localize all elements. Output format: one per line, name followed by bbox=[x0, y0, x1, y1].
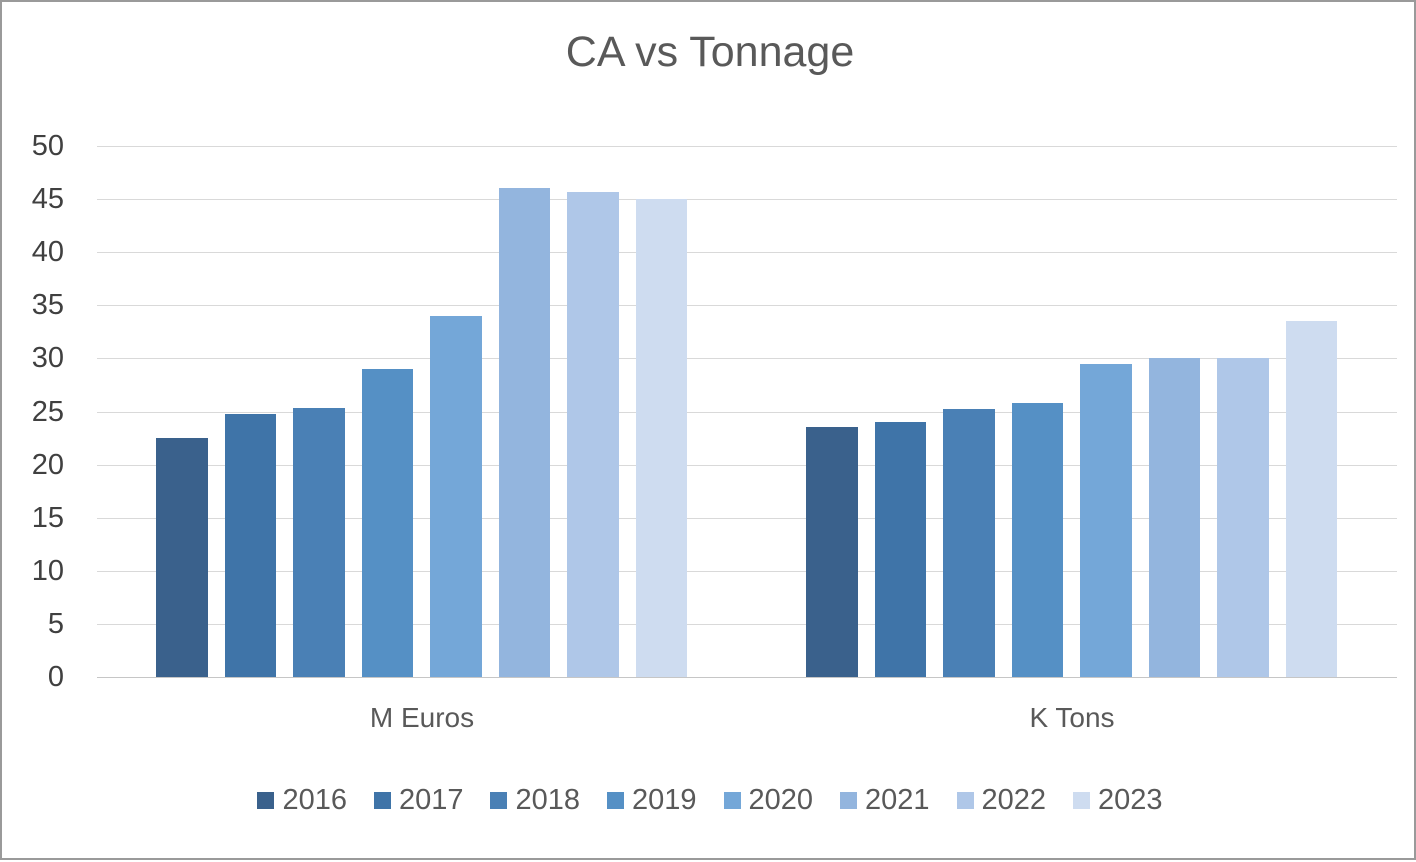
gridline-45 bbox=[97, 199, 1397, 201]
gridline-25 bbox=[97, 411, 1397, 413]
legend-item-2023: 2023 bbox=[1073, 784, 1163, 817]
legend-item-2018: 2018 bbox=[490, 784, 580, 817]
gridline-40 bbox=[97, 252, 1397, 254]
y-axis-tick-label-15: 15 bbox=[31, 501, 64, 534]
y-axis-tick-label-50: 50 bbox=[31, 130, 64, 162]
bar-2023-k-tons bbox=[1285, 321, 1337, 677]
bar-2023-m-euros bbox=[635, 199, 687, 677]
legend-label: 2016 bbox=[282, 784, 347, 816]
legend-label: 2022 bbox=[981, 784, 1047, 816]
bar-2017-k-tons bbox=[874, 422, 926, 677]
y-axis-tick-label-5: 5 bbox=[47, 607, 64, 640]
legend-label: 2021 bbox=[865, 784, 930, 816]
gridline-5 bbox=[97, 623, 1397, 625]
legend-swatch-icon bbox=[840, 792, 858, 809]
category-label-k-tons: K Tons bbox=[1029, 702, 1115, 733]
y-axis-tick-label-45: 45 bbox=[31, 183, 64, 216]
y-axis-tick-label-10: 10 bbox=[31, 554, 64, 587]
y-axis-tick-label-0: 0 bbox=[47, 661, 64, 693]
bar-2021-m-euros bbox=[498, 188, 550, 677]
legend-label: 2020 bbox=[748, 784, 814, 816]
y-axis-tick-label-20: 20 bbox=[31, 448, 64, 481]
legend-item-2019: 2019 bbox=[606, 784, 697, 817]
bar-2019-m-euros bbox=[361, 369, 413, 677]
legend-swatch-icon bbox=[1073, 792, 1091, 809]
category-label-m-euros: M Euros bbox=[369, 702, 475, 733]
legend-item-2021: 2021 bbox=[840, 784, 930, 817]
gridline-50 bbox=[97, 146, 1397, 147]
gridline-0 bbox=[97, 677, 1397, 678]
legend-label: 2019 bbox=[631, 784, 697, 816]
bar-2016-m-euros bbox=[156, 438, 208, 677]
legend-item-2017: 2017 bbox=[373, 784, 464, 817]
legend-item-2016: 2016 bbox=[257, 784, 347, 817]
bar-2020-k-tons bbox=[1080, 363, 1132, 677]
gridline-30 bbox=[97, 358, 1397, 360]
legend-item-2020: 2020 bbox=[723, 784, 814, 817]
y-axis-tick-label-40: 40 bbox=[31, 236, 64, 269]
legend-item-2022: 2022 bbox=[956, 784, 1047, 817]
bar-2016-k-tons bbox=[806, 427, 858, 677]
gridline-20 bbox=[97, 464, 1397, 466]
legend-label: 2018 bbox=[515, 784, 580, 816]
legend-swatch-icon bbox=[723, 792, 741, 809]
bar-2021-k-tons bbox=[1148, 358, 1200, 677]
legend-swatch-icon bbox=[373, 792, 391, 809]
legend-label: 2017 bbox=[398, 784, 464, 816]
legend: 2016 2017 2018 2019 2020 2021 2022 2023 bbox=[2, 784, 1416, 817]
legend-swatch-icon bbox=[956, 792, 974, 809]
y-axis-tick-label-30: 30 bbox=[31, 342, 64, 375]
bar-2022-k-tons bbox=[1217, 358, 1269, 677]
legend-swatch-icon bbox=[606, 792, 624, 809]
bar-2017-m-euros bbox=[224, 413, 276, 677]
bar-2019-k-tons bbox=[1011, 403, 1063, 677]
bar-2018-m-euros bbox=[293, 408, 345, 677]
chart-title: CA vs Tonnage bbox=[565, 28, 855, 76]
gridline-35 bbox=[97, 305, 1397, 307]
y-axis-tick-label-35: 35 bbox=[31, 289, 64, 322]
bar-2018-k-tons bbox=[943, 409, 995, 677]
legend-swatch-icon bbox=[257, 792, 275, 809]
y-axis-tick-label-25: 25 bbox=[31, 395, 64, 428]
legend-label: 2023 bbox=[1098, 784, 1163, 816]
bar-2020-m-euros bbox=[430, 315, 482, 677]
bar-2022-m-euros bbox=[567, 191, 619, 677]
gridline-15 bbox=[97, 517, 1397, 519]
legend-swatch-icon bbox=[490, 792, 508, 809]
gridline-10 bbox=[97, 570, 1397, 572]
